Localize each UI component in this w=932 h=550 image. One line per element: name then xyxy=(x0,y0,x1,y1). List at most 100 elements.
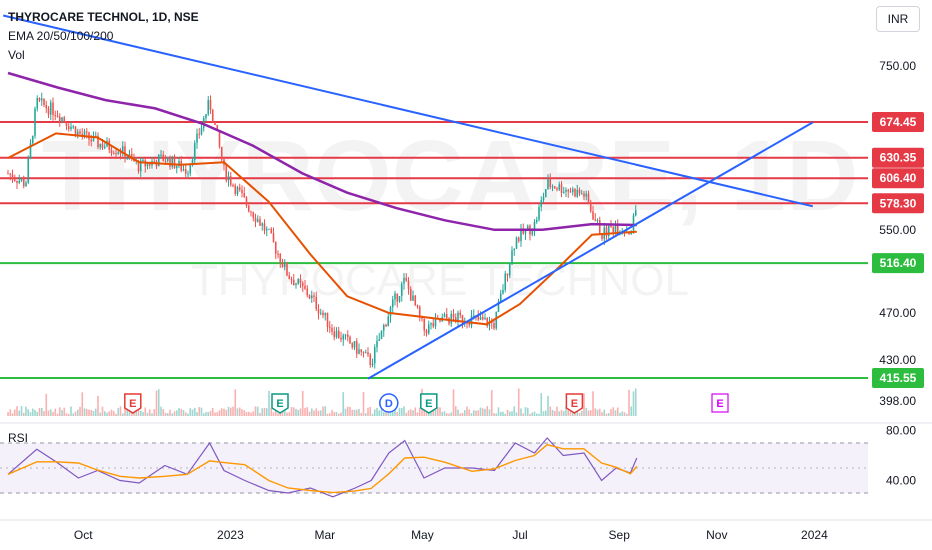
candle-body-211 xyxy=(481,317,484,320)
candle-body-230 xyxy=(524,229,527,234)
candle-body-177 xyxy=(405,277,408,281)
earnings-marker-letter-2: D xyxy=(385,398,393,410)
candle-body-242 xyxy=(551,186,554,188)
volume-bar-16 xyxy=(43,411,45,416)
ema-indicator-label[interactable]: EMA 20/50/100/200 xyxy=(8,29,114,43)
volume-bar-56 xyxy=(133,410,135,416)
level-badge-4 xyxy=(872,253,924,274)
volume-bar-249 xyxy=(567,410,570,416)
volume-bar-198 xyxy=(452,389,455,416)
time-tick-3: May xyxy=(411,528,434,542)
volume-bar-37 xyxy=(90,409,93,416)
volume-bar-67 xyxy=(157,389,160,416)
volume-bar-103 xyxy=(238,407,241,416)
candle-body-171 xyxy=(391,299,394,308)
candle-body-94 xyxy=(218,131,221,147)
candle-body-15 xyxy=(40,98,43,101)
volume-bar-155 xyxy=(355,409,358,416)
volume-bar-230 xyxy=(524,407,527,416)
candle-body-116 xyxy=(268,228,270,230)
earnings-marker-4 xyxy=(565,393,584,414)
volume-indicator-label[interactable]: Vol xyxy=(8,48,25,62)
candle-body-131 xyxy=(301,282,304,286)
volume-bar-109 xyxy=(252,411,255,416)
candle-body-179 xyxy=(409,288,412,301)
candle-body-100 xyxy=(232,184,234,186)
candle-body-229 xyxy=(522,228,525,234)
volume-bar-30 xyxy=(74,411,77,416)
candle-body-243 xyxy=(553,186,556,189)
candle-body-77 xyxy=(180,160,183,171)
volume-bar-275 xyxy=(625,413,628,416)
volume-bar-227 xyxy=(517,388,520,416)
volume-bar-276 xyxy=(628,389,630,416)
volume-bar-194 xyxy=(443,411,446,416)
candle-body-84 xyxy=(196,133,198,143)
volume-bar-52 xyxy=(124,406,126,416)
volume-bar-25 xyxy=(63,407,66,416)
candle-body-113 xyxy=(261,223,264,226)
candle-body-172 xyxy=(394,293,396,300)
volume-bar-98 xyxy=(227,406,230,416)
candle-body-117 xyxy=(270,228,273,234)
candle-body-20 xyxy=(52,102,54,116)
volume-bar-132 xyxy=(304,407,306,416)
rsi-indicator-label[interactable]: RSI xyxy=(8,431,29,445)
volume-bar-104 xyxy=(241,409,243,416)
candle-body-249 xyxy=(567,189,570,192)
volume-bar-125 xyxy=(288,412,291,416)
candle-body-132 xyxy=(304,285,306,289)
volume-bar-89 xyxy=(207,412,210,416)
candle-body-248 xyxy=(565,189,567,192)
trendline-descending xyxy=(2,14,814,208)
volume-bar-204 xyxy=(466,406,468,416)
candle-body-3 xyxy=(13,178,16,181)
candle-body-17 xyxy=(45,105,48,109)
candle-body-226 xyxy=(515,237,518,249)
candle-body-90 xyxy=(209,99,212,110)
time-tick-7: 2024 xyxy=(801,528,828,542)
volume-bar-106 xyxy=(245,411,248,416)
candle-body-82 xyxy=(191,160,194,164)
candle-body-86 xyxy=(200,127,203,135)
volume-bar-62 xyxy=(146,412,149,416)
candle-body-224 xyxy=(511,250,513,265)
candle-body-162 xyxy=(371,363,374,366)
candle-body-215 xyxy=(490,321,493,324)
volume-bar-157 xyxy=(360,412,363,416)
volume-bar-160 xyxy=(367,407,369,416)
earnings-marker-0 xyxy=(124,393,142,414)
price-tick-4: 398.00 xyxy=(879,394,916,408)
volume-bar-31 xyxy=(76,409,79,416)
volume-bar-205 xyxy=(468,409,471,416)
candle-body-19 xyxy=(49,102,52,115)
earnings-marker-letter-3: E xyxy=(425,398,432,410)
candle-body-60 xyxy=(142,160,144,162)
volume-bar-146 xyxy=(335,412,338,416)
candle-body-73 xyxy=(171,156,174,167)
volume-bar-81 xyxy=(189,408,192,416)
volume-bar-237 xyxy=(540,393,543,416)
candle-body-75 xyxy=(175,165,178,169)
earnings-marker-letter-5: E xyxy=(716,398,723,410)
candle-body-120 xyxy=(277,253,279,255)
volume-bar-53 xyxy=(126,406,129,416)
candle-body-62 xyxy=(146,163,149,167)
volume-bar-228 xyxy=(520,408,522,416)
candle-body-49 xyxy=(117,152,120,154)
volume-bar-181 xyxy=(414,407,417,416)
volume-bar-254 xyxy=(578,413,581,416)
volume-bar-143 xyxy=(328,413,331,416)
volume-bar-175 xyxy=(400,408,403,416)
volume-bar-214 xyxy=(488,409,491,416)
volume-bar-1 xyxy=(9,409,12,416)
currency-button[interactable]: INR xyxy=(876,6,920,32)
candle-body-260 xyxy=(592,211,594,220)
candle-body-93 xyxy=(216,124,219,132)
candle-body-256 xyxy=(583,193,585,197)
candle-body-83 xyxy=(193,142,196,161)
candle-body-266 xyxy=(605,227,608,236)
candle-body-209 xyxy=(477,315,480,320)
candle-body-8 xyxy=(25,182,27,187)
